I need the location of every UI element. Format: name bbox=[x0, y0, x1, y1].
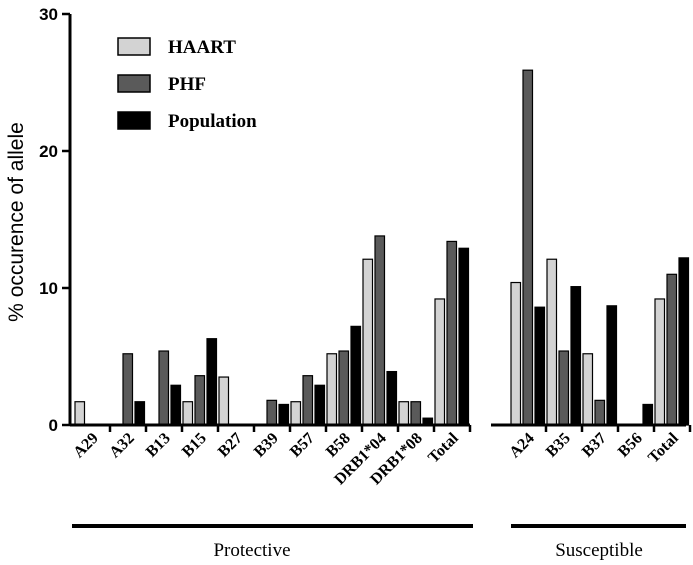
bar-population-total bbox=[678, 257, 690, 426]
bar-population-a24 bbox=[534, 306, 546, 426]
group-brackets: Protective Susceptible bbox=[72, 524, 686, 561]
bar-haart-a29 bbox=[74, 401, 86, 426]
bar-phf-b39 bbox=[266, 399, 278, 426]
bar-population-total bbox=[458, 247, 470, 426]
x-tick-label: B58 bbox=[323, 430, 354, 461]
bar-haart-drb104 bbox=[362, 258, 374, 426]
bar-haart-total bbox=[654, 298, 666, 426]
x-tick-label: A32 bbox=[106, 430, 138, 462]
x-tick-label: B56 bbox=[615, 430, 646, 461]
bar-haart-total bbox=[434, 298, 446, 426]
bar-population-b58 bbox=[350, 325, 362, 426]
bar-population-a32 bbox=[134, 401, 146, 426]
bar-haart-b27 bbox=[218, 376, 230, 426]
x-tick-label: B15 bbox=[179, 430, 210, 461]
bar-haart-b58 bbox=[326, 353, 338, 426]
y-tick-label: 20 bbox=[39, 142, 58, 161]
x-tick-label: A29 bbox=[70, 430, 102, 462]
y-axis: 0 10 20 30 bbox=[39, 5, 72, 435]
bar-haart-b15 bbox=[182, 401, 194, 426]
bar-population-b35 bbox=[570, 286, 582, 426]
bar-phf-b58 bbox=[338, 350, 350, 426]
legend-swatch-phf bbox=[117, 74, 151, 93]
bar-phf-a24 bbox=[522, 69, 534, 426]
bar-phf-b57 bbox=[302, 375, 314, 426]
bar-phf-b35 bbox=[558, 350, 570, 426]
bar-population-b15 bbox=[206, 338, 218, 426]
bar-population-b37 bbox=[606, 305, 618, 426]
bar-population-b57 bbox=[314, 384, 326, 426]
bar-population-b39 bbox=[278, 403, 290, 426]
bar-phf-drb104 bbox=[374, 235, 386, 426]
group-label-susceptible: Susceptible bbox=[555, 540, 643, 561]
y-tick-label: 0 bbox=[49, 416, 58, 435]
bar-population-b56 bbox=[642, 403, 654, 426]
y-tick-label: 30 bbox=[39, 5, 58, 24]
x-tick-label: A24 bbox=[506, 430, 538, 462]
legend-swatch-haart bbox=[117, 37, 151, 56]
bar-population-drb104 bbox=[386, 370, 398, 426]
x-tick-label: Total bbox=[425, 429, 462, 466]
bar-haart-b37 bbox=[582, 353, 594, 426]
bar-phf-b15 bbox=[194, 375, 206, 426]
bars bbox=[74, 69, 690, 426]
x-tick-label: B13 bbox=[143, 430, 174, 461]
legend-label-population: Population bbox=[168, 111, 257, 132]
bar-phf-total bbox=[446, 240, 458, 426]
legend: HAART PHF Population bbox=[117, 37, 257, 132]
x-tick-label: B39 bbox=[251, 430, 282, 461]
legend-label-haart: HAART bbox=[168, 37, 236, 58]
group-label-protective: Protective bbox=[213, 540, 290, 561]
x-tick-label: B35 bbox=[543, 430, 574, 461]
bar-phf-b37 bbox=[594, 399, 606, 426]
x-tick-label: B57 bbox=[287, 430, 318, 461]
bar-phf-a32 bbox=[122, 353, 134, 426]
bar-haart-b35 bbox=[546, 258, 558, 426]
y-tick-label: 10 bbox=[39, 279, 58, 298]
bar-haart-b57 bbox=[290, 401, 302, 426]
y-axis-title: % occurence of allele bbox=[5, 122, 28, 322]
x-tick-label: B37 bbox=[579, 430, 610, 461]
bar-haart-a24 bbox=[510, 281, 522, 426]
legend-label-phf: PHF bbox=[168, 74, 206, 95]
bar-phf-total bbox=[666, 273, 678, 426]
bar-haart-drb108 bbox=[398, 401, 410, 426]
bar-phf-b13 bbox=[158, 350, 170, 426]
x-tick-label: B27 bbox=[215, 430, 246, 461]
bar-population-b13 bbox=[170, 384, 182, 426]
bar-phf-drb108 bbox=[410, 401, 422, 426]
legend-swatch-population bbox=[117, 111, 151, 130]
x-tick-label: Total bbox=[645, 429, 682, 466]
